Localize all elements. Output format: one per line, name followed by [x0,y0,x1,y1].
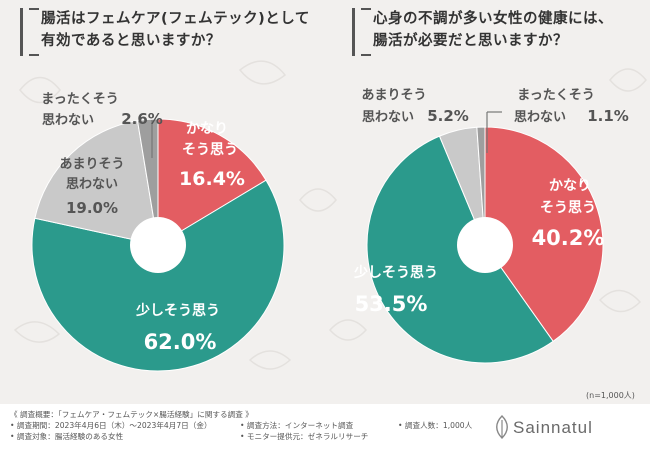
question-2-text: 心身の不調が多い女性の健康には、 腸活が必要だと思いますか？ [373,11,613,49]
c2-s1-value: 40.2% [532,226,605,250]
donut-hole-2 [457,217,513,273]
c1-s4-value: 2.6% [121,110,163,128]
c2-s4-label-b: 思わない [514,110,566,125]
c1-s2-label: 少しそう思う [135,302,220,319]
c2-s3-label-b: 思わない [362,110,414,125]
c1-s4-label-b: 思わない [42,113,94,128]
chart1-slice-1 [157,118,267,246]
c2-s1-label-a: かなり [549,178,591,194]
c2-s4-value: 1.1% [587,107,629,125]
c1-s1-value: 16.4% [179,168,245,190]
survey-method: • 調査方法：インターネット調査 [240,421,354,430]
c2-s3-value: 5.2% [427,107,469,125]
survey-target: • 調査対象：腸活経験のある女性 [10,432,124,441]
c1-s3-label-b: 思わない [66,177,118,192]
c2-s2-value: 53.5% [355,292,428,316]
c1-s2-value: 62.0% [144,330,217,354]
donut-hole-1 [130,217,186,273]
c2-s1-label-b: そう思う [540,200,596,216]
brand-logo-text: Sainnatul [513,418,593,437]
chart1-slice-2 [31,179,285,372]
question-2-box: 心身の不調が多い女性の健康には、 腸活が必要だと思いますか？ [352,8,650,56]
c2-s4-label-a: まったくそう [517,88,594,103]
survey-period: • 調査期間：2023年4月6日（木）～2023年4月7日（金） [10,421,212,430]
chart2-slice-4 [476,126,486,246]
question-1-text: 腸活はフェムケア(フェムテック)として 有効であると思いますか？ [41,11,310,49]
chart2-slice-1 [484,126,604,343]
survey-footer: 《 調査概要：「フェムケア・フェムテック×腸活経験」に関する調査 》 • 調査期… [0,404,650,450]
c2-s2-label: 少しそう思う [353,264,438,281]
question-1-box: 腸活はフェムケア(フェムテック)として 有効であると思いますか？ [20,8,318,56]
c1-s1-label-a: かなり [186,121,228,137]
c1-s3-label-a: あまりそう [59,157,124,172]
c1-s3-value: 19.0% [66,199,118,217]
survey-provider: • モニター提供元：ゼネラルリサーチ [240,432,369,441]
survey-overview: 《 調査概要：「フェムケア・フェムテック×腸活経験」に関する調査 》 [10,410,253,419]
c2-s3-label-a: あまりそう [361,88,426,103]
sample-size: (n=1,000人) [586,391,635,400]
survey-count: • 調査人数：1,000人 [398,421,473,430]
chart1-slice-4 [136,118,159,246]
chart1-slice-3 [34,120,159,246]
c1-s4-label-a: まったくそう [41,92,118,107]
c1-s1-label-b: そう思う [182,142,238,158]
brand-leaf-icon [496,415,508,439]
